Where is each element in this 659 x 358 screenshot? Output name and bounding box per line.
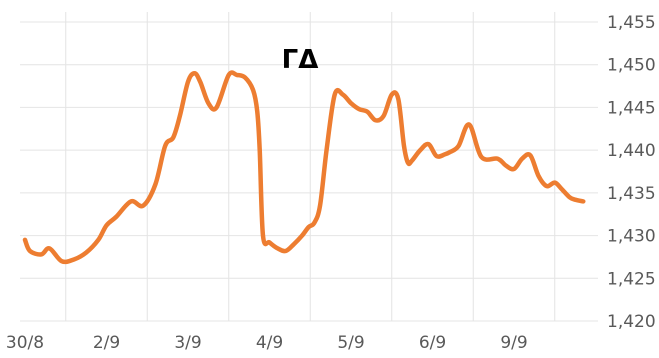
y-tick-label: 1,450	[607, 56, 656, 76]
chart-title: ΓΔ	[282, 45, 319, 75]
y-tick-label: 1,440	[607, 141, 656, 161]
x-axis-tick-labels: 30/8 2/9 3/9 4/9 5/9 6/9 9/9	[6, 333, 528, 353]
y-tick-label: 1,445	[607, 98, 656, 118]
x-tick-label: 6/9	[419, 333, 446, 353]
y-tick-label: 1,420	[607, 312, 656, 332]
x-tick-label: 2/9	[93, 333, 120, 353]
y-axis-tick-labels: 1,420 1,425 1,430 1,435 1,440 1,445 1,450 1,455	[607, 13, 656, 332]
y-tick-label: 1,430	[607, 227, 656, 247]
y-tick-label: 1,455	[607, 13, 656, 33]
x-tick-label: 4/9	[256, 333, 283, 353]
y-tick-label: 1,425	[607, 269, 656, 289]
y-tick-label: 1,435	[607, 184, 656, 204]
x-tick-label: 5/9	[337, 333, 364, 353]
x-tick-label: 30/8	[6, 333, 44, 353]
series-line	[22, 70, 586, 265]
grid	[20, 12, 598, 322]
x-tick-label: 9/9	[500, 333, 527, 353]
series-group	[22, 70, 586, 265]
x-tick-label: 3/9	[174, 333, 201, 353]
